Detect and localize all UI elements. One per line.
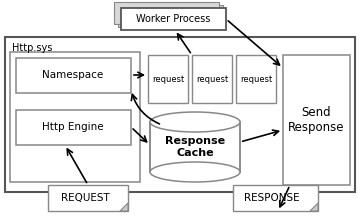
Text: RESPONSE: RESPONSE	[244, 193, 300, 203]
Text: request: request	[196, 75, 228, 83]
Ellipse shape	[150, 112, 240, 132]
Ellipse shape	[150, 162, 240, 182]
Bar	[150, 122, 240, 172]
Bar	[121, 8, 226, 30]
Text: Send
Response: Send Response	[288, 106, 344, 134]
Bar	[192, 55, 232, 103]
Text: request: request	[152, 75, 184, 83]
Bar	[16, 110, 131, 145]
Text: Http Engine: Http Engine	[42, 122, 104, 132]
Text: Worker Process: Worker Process	[136, 14, 210, 24]
Bar	[10, 52, 140, 182]
Polygon shape	[120, 203, 128, 211]
Bar	[236, 55, 276, 103]
Text: REQUEST: REQUEST	[61, 193, 109, 203]
Bar	[148, 55, 188, 103]
Bar	[16, 58, 131, 93]
Text: request: request	[240, 75, 272, 83]
Bar	[5, 37, 355, 192]
Text: Response
Cache: Response Cache	[165, 136, 225, 158]
Bar	[118, 5, 223, 27]
Polygon shape	[310, 203, 318, 211]
Text: Namespace: Namespace	[42, 70, 104, 80]
Bar	[283, 55, 350, 185]
Bar	[48, 185, 128, 211]
Bar	[233, 185, 318, 211]
Bar	[114, 2, 219, 24]
Bar	[151, 123, 239, 171]
Text: Http.sys: Http.sys	[12, 43, 52, 53]
